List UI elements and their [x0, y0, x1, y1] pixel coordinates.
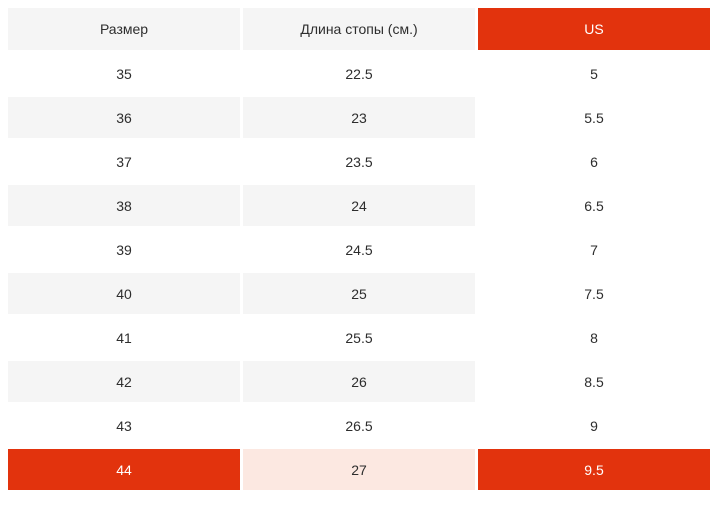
- foot-length-cell: 24: [243, 185, 475, 226]
- foot-length-cell: 26: [243, 361, 475, 402]
- size-cell: 40: [8, 273, 240, 314]
- table-row[interactable]: 39 24.5 7: [8, 229, 710, 270]
- us-size-cell: 8: [478, 317, 710, 358]
- size-cell: 42: [8, 361, 240, 402]
- table-header: Размер Длина стопы (см.) US: [8, 8, 710, 50]
- us-size-cell: 5.5: [478, 97, 710, 138]
- size-cell: 39: [8, 229, 240, 270]
- us-size-cell: 6: [478, 141, 710, 182]
- header-row: Размер Длина стопы (см.) US: [8, 8, 710, 50]
- table-row[interactable]: 40 25 7.5: [8, 273, 710, 314]
- table-row[interactable]: 37 23.5 6: [8, 141, 710, 182]
- table-body: 35 22.5 5 36 23 5.5 37 23.5 6 38 24 6.5 39 24.5 7 40 25 7…: [8, 53, 710, 490]
- us-size-cell: 8.5: [478, 361, 710, 402]
- size-cell: 43: [8, 405, 240, 446]
- foot-length-cell: 23.5: [243, 141, 475, 182]
- table-row[interactable]: 35 22.5 5: [8, 53, 710, 94]
- foot-length-cell: 26.5: [243, 405, 475, 446]
- foot-length-cell: 27: [243, 449, 475, 490]
- column-header-us: US: [478, 8, 710, 50]
- table-row[interactable]: 41 25.5 8: [8, 317, 710, 358]
- table-row[interactable]: 44 27 9.5: [8, 449, 710, 490]
- foot-length-cell: 22.5: [243, 53, 475, 94]
- column-header-size: Размер: [8, 8, 240, 50]
- size-cell: 41: [8, 317, 240, 358]
- foot-length-cell: 24.5: [243, 229, 475, 270]
- us-size-cell: 7.5: [478, 273, 710, 314]
- size-cell: 38: [8, 185, 240, 226]
- foot-length-cell: 23: [243, 97, 475, 138]
- foot-length-cell: 25: [243, 273, 475, 314]
- us-size-cell: 6.5: [478, 185, 710, 226]
- size-conversion-table: Размер Длина стопы (см.) US 35 22.5 5 36 23 5…: [5, 5, 713, 493]
- table-row[interactable]: 42 26 8.5: [8, 361, 710, 402]
- size-cell: 35: [8, 53, 240, 94]
- size-cell: 36: [8, 97, 240, 138]
- foot-length-cell: 25.5: [243, 317, 475, 358]
- table-row[interactable]: 36 23 5.5: [8, 97, 710, 138]
- table-row[interactable]: 38 24 6.5: [8, 185, 710, 226]
- us-size-cell: 9.5: [478, 449, 710, 490]
- size-cell: 37: [8, 141, 240, 182]
- us-size-cell: 5: [478, 53, 710, 94]
- column-header-foot-length: Длина стопы (см.): [243, 8, 475, 50]
- us-size-cell: 9: [478, 405, 710, 446]
- table-row[interactable]: 43 26.5 9: [8, 405, 710, 446]
- size-cell: 44: [8, 449, 240, 490]
- us-size-cell: 7: [478, 229, 710, 270]
